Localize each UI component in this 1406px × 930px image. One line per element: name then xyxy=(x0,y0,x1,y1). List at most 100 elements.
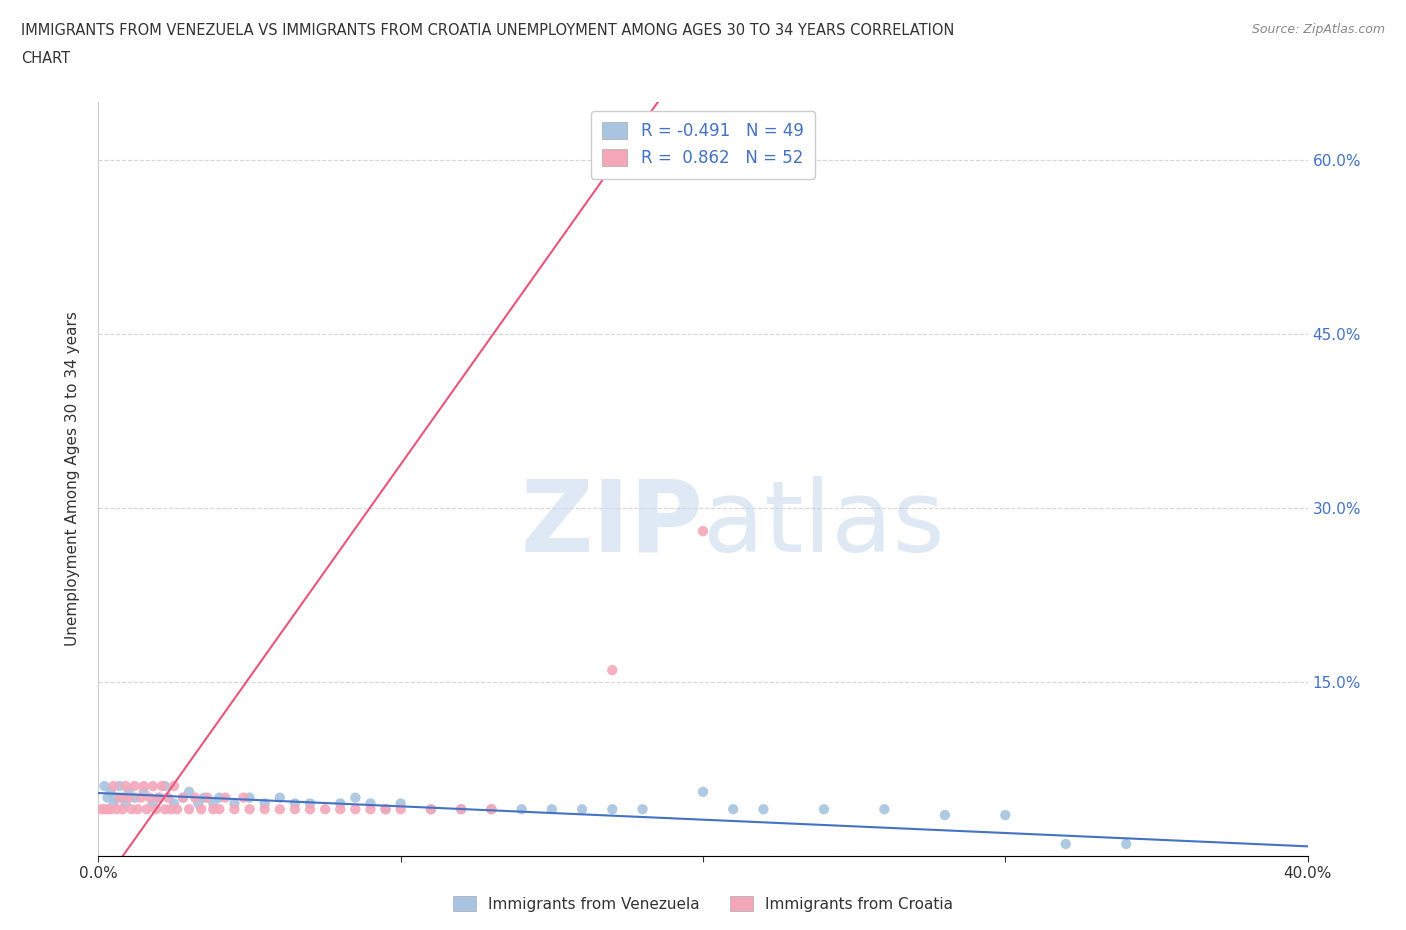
Legend: R = -0.491   N = 49, R =  0.862   N = 52: R = -0.491 N = 49, R = 0.862 N = 52 xyxy=(591,111,815,179)
Point xyxy=(208,790,231,805)
Text: ZIP: ZIP xyxy=(520,475,703,573)
Point xyxy=(135,802,157,817)
Point xyxy=(571,802,593,817)
Point xyxy=(692,784,714,799)
Point xyxy=(344,790,367,805)
Point xyxy=(118,790,141,805)
Point xyxy=(420,802,443,817)
Point xyxy=(631,802,654,817)
Point xyxy=(360,796,382,811)
Point xyxy=(374,802,396,817)
Text: atlas: atlas xyxy=(703,475,945,573)
Point xyxy=(148,790,170,805)
Point xyxy=(239,802,262,817)
Point xyxy=(93,802,115,817)
Point xyxy=(389,802,412,817)
Point xyxy=(602,802,624,817)
Point xyxy=(121,802,143,817)
Point xyxy=(224,796,246,811)
Point xyxy=(450,802,472,817)
Point xyxy=(752,802,775,817)
Point xyxy=(124,778,146,793)
Point xyxy=(994,807,1017,822)
Point xyxy=(202,796,225,811)
Legend: Immigrants from Venezuela, Immigrants from Croatia: Immigrants from Venezuela, Immigrants fr… xyxy=(447,889,959,918)
Point xyxy=(132,784,155,799)
Point xyxy=(160,802,183,817)
Point xyxy=(163,778,186,793)
Point xyxy=(813,802,835,817)
Point xyxy=(450,802,472,817)
Point xyxy=(420,802,443,817)
Point xyxy=(239,790,262,805)
Point xyxy=(284,796,307,811)
Point xyxy=(153,802,176,817)
Point xyxy=(179,784,201,799)
Point xyxy=(172,790,194,805)
Point xyxy=(142,796,165,811)
Point xyxy=(111,790,134,805)
Point xyxy=(150,778,173,793)
Point xyxy=(172,790,194,805)
Text: CHART: CHART xyxy=(21,51,70,66)
Point xyxy=(93,778,115,793)
Point xyxy=(602,663,624,678)
Point xyxy=(127,802,149,817)
Point xyxy=(723,802,745,817)
Point xyxy=(187,796,209,811)
Point xyxy=(202,802,225,817)
Point xyxy=(96,802,118,817)
Point xyxy=(105,790,128,805)
Point xyxy=(344,802,367,817)
Point xyxy=(100,784,122,799)
Point xyxy=(148,790,170,805)
Point xyxy=(166,802,188,817)
Point xyxy=(142,778,165,793)
Point xyxy=(190,802,212,817)
Point xyxy=(153,778,176,793)
Point xyxy=(145,802,167,817)
Point xyxy=(90,802,112,817)
Point xyxy=(481,802,503,817)
Point xyxy=(124,790,146,805)
Point xyxy=(253,802,276,817)
Point xyxy=(329,796,352,811)
Text: Source: ZipAtlas.com: Source: ZipAtlas.com xyxy=(1251,23,1385,36)
Point xyxy=(208,802,231,817)
Point xyxy=(253,796,276,811)
Point xyxy=(179,802,201,817)
Point xyxy=(1054,837,1077,852)
Point xyxy=(132,778,155,793)
Point xyxy=(108,778,131,793)
Point xyxy=(540,802,562,817)
Point xyxy=(873,802,896,817)
Point xyxy=(193,790,215,805)
Point xyxy=(105,802,128,817)
Point xyxy=(299,802,322,817)
Point xyxy=(108,790,131,805)
Point xyxy=(510,802,533,817)
Point xyxy=(329,802,352,817)
Point xyxy=(269,802,291,817)
Point xyxy=(214,790,236,805)
Point xyxy=(389,796,412,811)
Point xyxy=(96,790,118,805)
Point xyxy=(156,790,179,805)
Point xyxy=(299,796,322,811)
Point xyxy=(374,802,396,817)
Point xyxy=(103,778,125,793)
Point xyxy=(232,790,254,805)
Point xyxy=(100,802,122,817)
Text: IMMIGRANTS FROM VENEZUELA VS IMMIGRANTS FROM CROATIA UNEMPLOYMENT AMONG AGES 30 : IMMIGRANTS FROM VENEZUELA VS IMMIGRANTS … xyxy=(21,23,955,38)
Y-axis label: Unemployment Among Ages 30 to 34 years: Unemployment Among Ages 30 to 34 years xyxy=(65,312,80,646)
Point xyxy=(284,802,307,817)
Point xyxy=(934,807,956,822)
Point xyxy=(103,796,125,811)
Point xyxy=(139,790,162,805)
Point xyxy=(195,790,218,805)
Point xyxy=(314,802,336,817)
Point xyxy=(111,802,134,817)
Point xyxy=(1115,837,1137,852)
Point xyxy=(269,790,291,805)
Point xyxy=(184,790,207,805)
